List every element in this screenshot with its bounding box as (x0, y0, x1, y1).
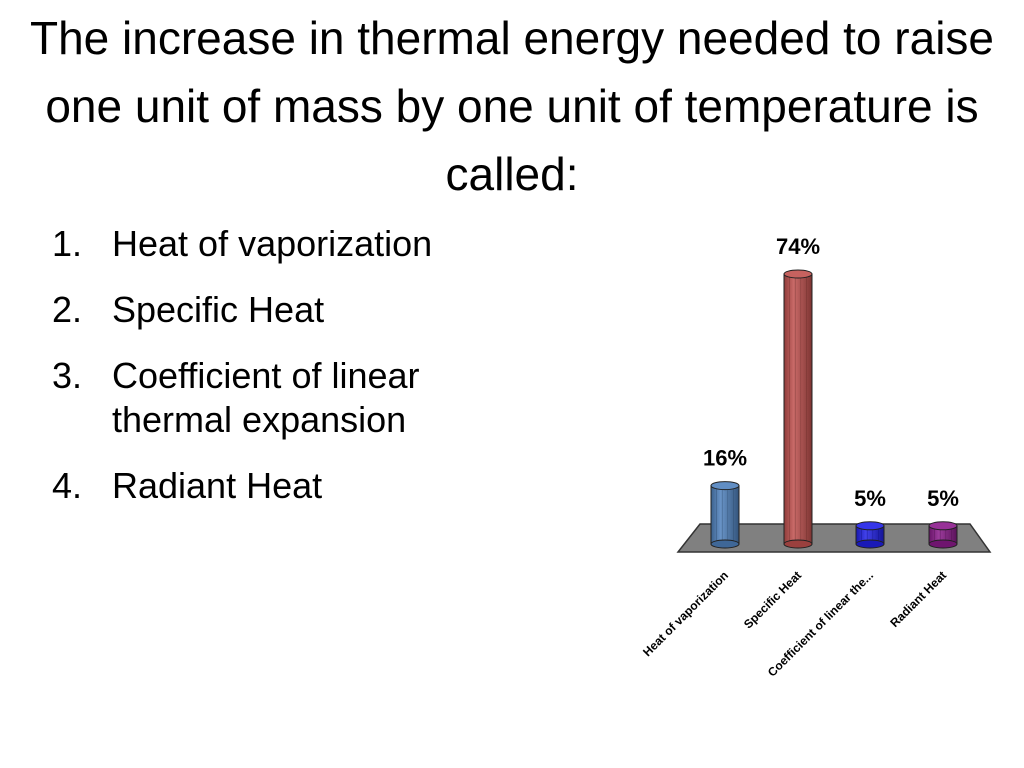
option-number: 1. (52, 223, 83, 264)
option-number: 4. (52, 465, 83, 506)
option-number: 2. (52, 289, 83, 330)
bar-2 (783, 269, 813, 549)
answer-options-list: 1. Heat of vaporization 2. Specific Heat… (52, 222, 512, 530)
option-text: Radiant Heat (112, 465, 323, 506)
bar-4 (928, 521, 958, 549)
bar-3 (855, 521, 885, 549)
data-label-2: 74% (776, 234, 820, 259)
answer-option-4: 4. Radiant Heat (52, 464, 512, 508)
bar-1 (710, 481, 740, 549)
answer-option-1: 1. Heat of vaporization (52, 222, 512, 266)
option-text: Coefficient of linear thermal expansion (112, 355, 420, 440)
category-label-4: Radiant Heat (887, 568, 949, 630)
data-label-1: 16% (703, 446, 747, 471)
answer-option-3: 3. Coefficient of linear thermal expansi… (52, 354, 512, 442)
response-bar-chart: 16% 74% 5% 5% Heat of vaporization Specific … (640, 234, 992, 679)
data-label-3: 5% (854, 486, 886, 511)
category-label-1: Heat of vaporization (640, 568, 731, 659)
data-label-4: 5% (927, 486, 959, 511)
category-label-2: Specific Heat (741, 568, 804, 631)
slide-title: The increase in thermal energy needed to… (30, 12, 995, 200)
option-text: Specific Heat (112, 289, 325, 330)
option-number: 3. (52, 355, 83, 396)
answer-option-2: 2. Specific Heat (52, 288, 512, 332)
option-text: Heat of vaporization (112, 223, 433, 264)
